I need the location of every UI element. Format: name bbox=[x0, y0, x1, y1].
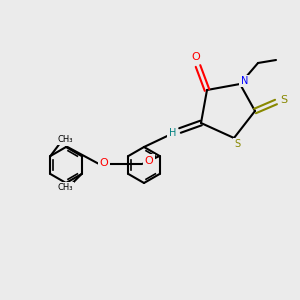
Text: S: S bbox=[234, 139, 240, 149]
Text: CH₃: CH₃ bbox=[57, 183, 73, 192]
Text: N: N bbox=[241, 76, 248, 86]
Text: H: H bbox=[169, 128, 176, 139]
Text: O: O bbox=[145, 155, 154, 166]
Text: S: S bbox=[280, 94, 287, 105]
Text: O: O bbox=[191, 52, 200, 62]
Text: O: O bbox=[100, 158, 109, 169]
Text: CH₃: CH₃ bbox=[58, 135, 73, 144]
